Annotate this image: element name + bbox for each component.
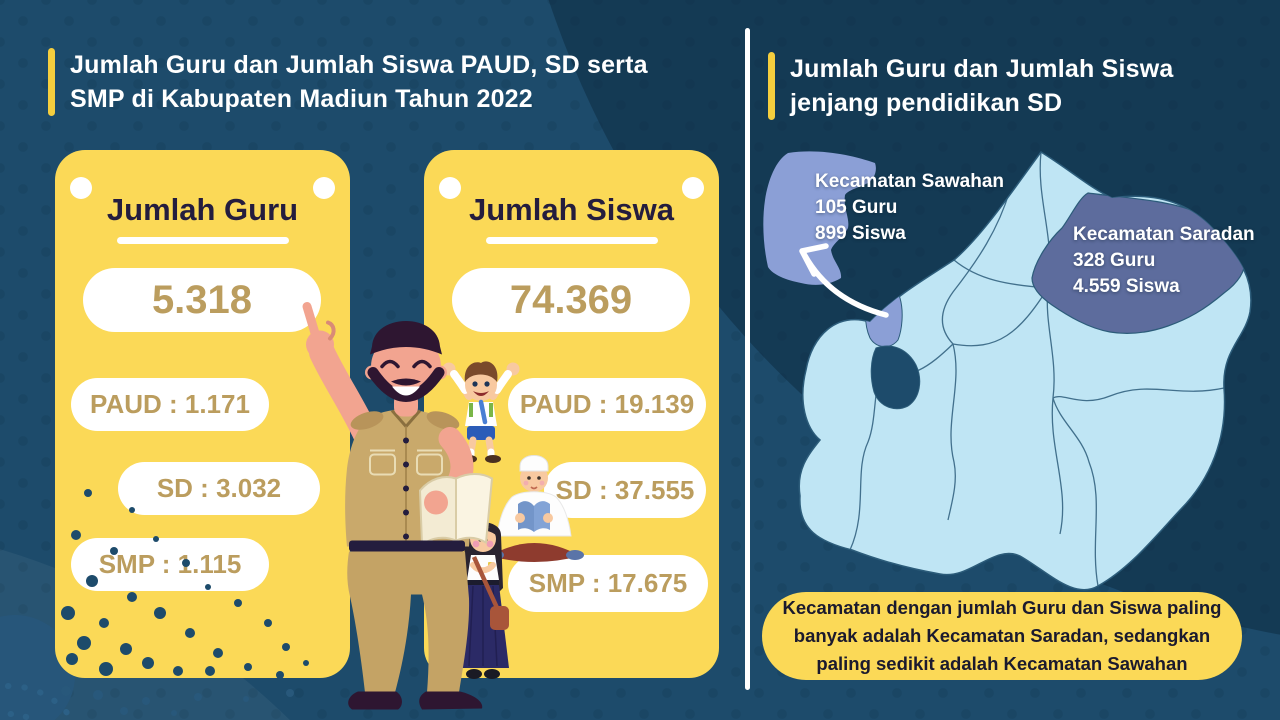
siswa-pill-paud: PAUD : 19.139: [508, 378, 706, 431]
left-title: Jumlah Guru dan Jumlah Siswa PAUD, SD se…: [48, 48, 648, 116]
siswa-card-title: Jumlah Siswa: [468, 192, 675, 227]
card-hole-left: [439, 177, 461, 199]
right-title-accent-bar: [768, 52, 775, 120]
dots-decor: [61, 489, 309, 716]
guru-pill-sd: SD : 3.032: [118, 462, 320, 515]
map-arrow: [799, 243, 889, 318]
dotted-rings-decor: [0, 683, 76, 720]
reading-boy: [486, 455, 584, 562]
saradan-label-guru: 328 Guru: [1073, 250, 1156, 271]
sawahan-label-guru: 105 Guru: [815, 197, 898, 218]
map-internal-borders: [849, 152, 1225, 587]
right-title-text: Jumlah Guru dan Jumlah Siswa jenjang pen…: [790, 55, 1174, 117]
map-region-dark: [870, 345, 921, 410]
guru-pill-paud: PAUD : 1.171: [71, 378, 269, 431]
madiun-map: [763, 150, 1252, 591]
teacher-legs: [347, 540, 483, 710]
teacher-book-arm: [418, 427, 494, 547]
girl-student-illustration: [457, 522, 509, 679]
siswa-total-pill: 74.369: [452, 268, 690, 332]
right-title: Jumlah Guru dan Jumlah Siswa jenjang pen…: [768, 52, 1173, 120]
saradan-label-name: Kecamatan Saradan: [1073, 224, 1255, 245]
guru-card-underline: [116, 237, 289, 244]
sawahan-label-siswa: 899 Siswa: [815, 223, 906, 244]
teacher-raised-arm: [302, 302, 379, 448]
guru-card-title: Jumlah Guru: [106, 192, 299, 227]
left-title-accent-bar: [48, 48, 55, 116]
card-hole-right: [313, 177, 335, 199]
guru-card: Jumlah Guru 5.318 PAUD : 1.171 SD : 3.03…: [55, 150, 350, 678]
reading-boy-illustration: [486, 455, 584, 562]
section-divider: [745, 28, 750, 690]
sawahan-label-name: Kecamatan Sawahan: [815, 171, 1005, 192]
card-hole-right: [682, 177, 704, 199]
teacher-head: [365, 321, 447, 417]
saradan-label: Kecamatan Saradan 328 Guru 4.559 Siswa: [1073, 222, 1255, 300]
guru-total-pill: 5.318: [83, 268, 321, 332]
girl-student: [457, 522, 509, 679]
siswa-pill-sd: SD : 37.555: [544, 462, 706, 518]
guru-pill-smp: SMP : 1.115: [71, 538, 269, 591]
siswa-pill-smp: SMP : 17.675: [508, 555, 708, 612]
map-region-sawahan-detached: [763, 151, 876, 285]
sawahan-label: Kecamatan Sawahan 105 Guru 899 Siswa: [815, 169, 1004, 247]
left-title-text: Jumlah Guru dan Jumlah Siswa PAUD, SD se…: [70, 51, 648, 113]
conclusion-note: Kecamatan dengan jumlah Guru dan Siswa p…: [762, 592, 1242, 680]
teacher-illustration: [302, 302, 494, 710]
saradan-label-siswa: 4.559 Siswa: [1073, 276, 1180, 297]
siswa-card-underline: [485, 237, 658, 244]
card-hole-left: [70, 177, 92, 199]
